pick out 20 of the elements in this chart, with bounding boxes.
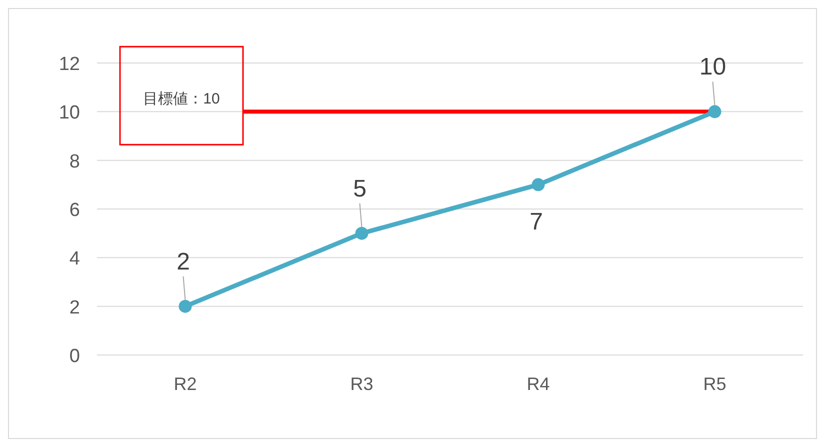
y-tick-label: 0 (69, 346, 80, 367)
x-tick-label: R4 (526, 374, 550, 394)
y-tick-label: 6 (69, 200, 80, 221)
point (708, 105, 722, 118)
x-tick-label: R3 (350, 374, 374, 394)
y-tick-label: 10 (58, 102, 80, 124)
point (532, 178, 545, 192)
data-label: 10 (699, 54, 726, 81)
data-label: 5 (353, 175, 366, 202)
data-label: 7 (530, 208, 543, 236)
x-tick-label: R5 (703, 374, 726, 394)
y-tick-label: 12 (58, 54, 80, 75)
point (355, 226, 368, 240)
y-tick-label: 2 (69, 297, 80, 318)
y-tick-label: 4 (69, 248, 80, 270)
y-tick-label: 8 (69, 151, 80, 172)
ref-line-label: 目標値：10 (143, 90, 220, 108)
x-tick-label: R2 (174, 374, 197, 394)
point (178, 300, 192, 313)
data-label: 2 (176, 248, 190, 276)
